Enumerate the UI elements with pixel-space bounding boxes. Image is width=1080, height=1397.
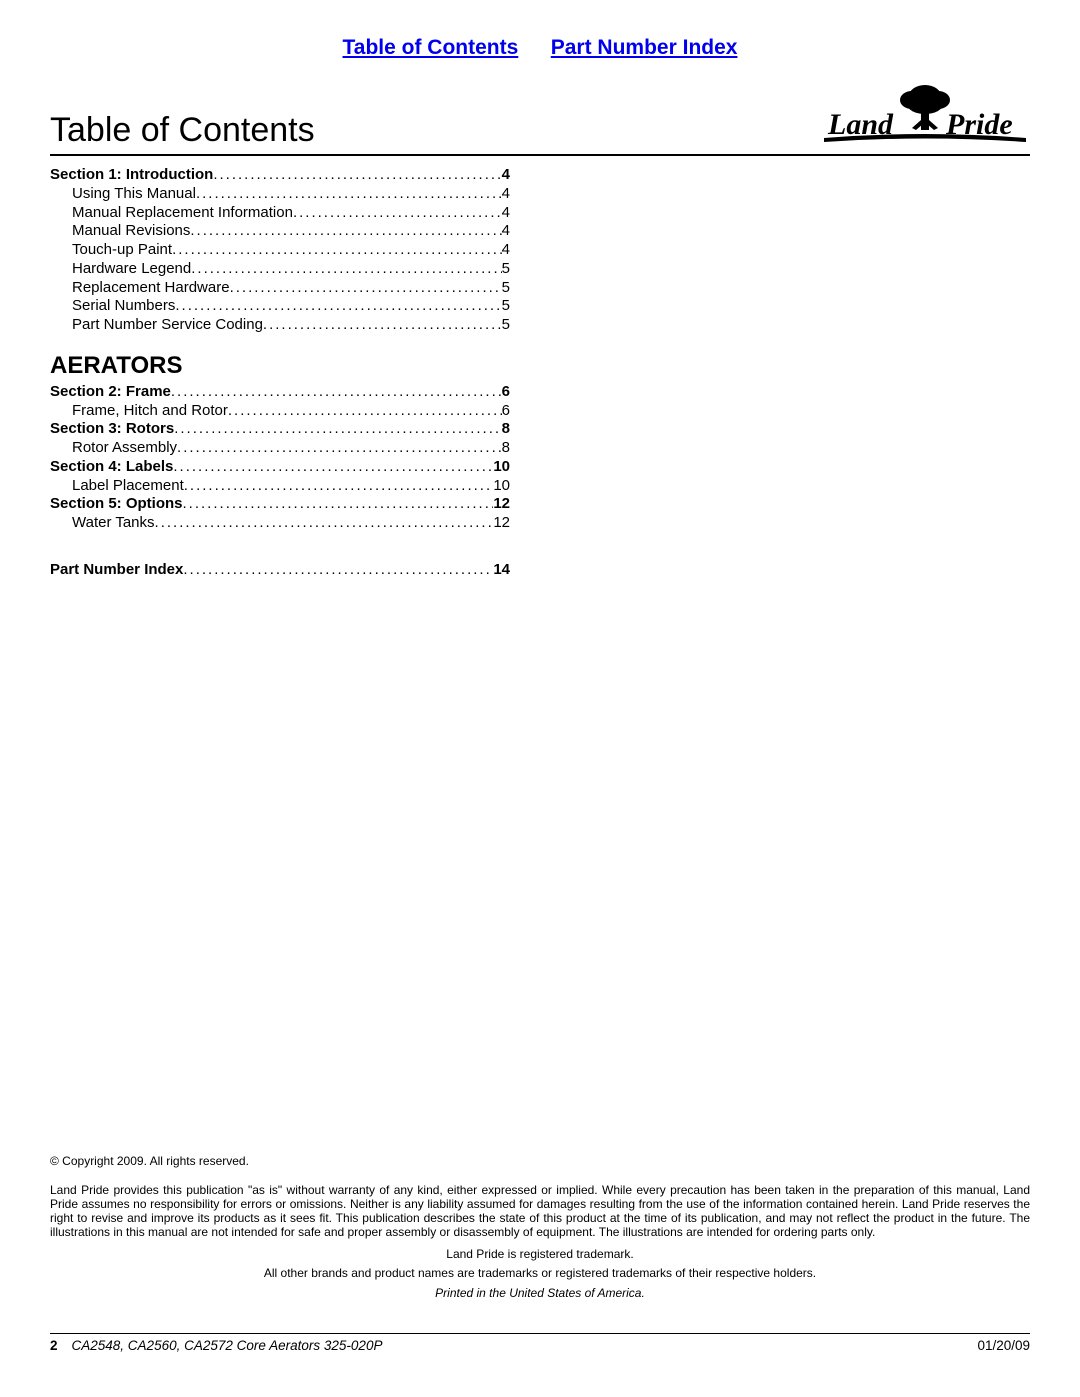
toc-entry-page: 4 [502, 166, 510, 185]
toc-section-heading[interactable]: Part Number Index 14 [50, 561, 510, 580]
toc-entry-label: Manual Replacement Information [72, 204, 293, 223]
toc-entry-label: Frame, Hitch and Rotor [72, 402, 228, 421]
toc-entry-page: 4 [502, 204, 510, 223]
toc-leader-dots [228, 402, 502, 421]
toc-entry-page: 6 [502, 402, 510, 421]
toc-entry[interactable]: Touch-up Paint 4 [50, 241, 510, 260]
top-nav: Table of Contents Part Number Index [50, 36, 1030, 60]
legal-block: © Copyright 2009. All rights reserved. L… [50, 1155, 1030, 1301]
landpride-logo: Land Pride [820, 80, 1030, 150]
toc-entry[interactable]: Serial Numbers 5 [50, 297, 510, 316]
trademark-text-1: Land Pride is registered trademark. [50, 1248, 1030, 1262]
toc-entry-label: Serial Numbers [72, 297, 175, 316]
toc-entry-page: 10 [493, 477, 510, 496]
toc-leader-dots [190, 222, 501, 241]
footer-doc-title: CA2548, CA2560, CA2572 Core Aerators 325… [72, 1338, 383, 1353]
toc-entry-label: Part Number Index [50, 561, 183, 580]
toc-entry-label: Manual Revisions [72, 222, 190, 241]
toc-section-heading[interactable]: Section 3: Rotors 8 [50, 420, 510, 439]
toc-leader-dots [213, 166, 501, 185]
category-heading: AERATORS [50, 351, 510, 381]
trademark-text-2: All other brands and product names are t… [50, 1267, 1030, 1281]
toc-entry-page: 4 [502, 185, 510, 204]
toc-leader-dots [230, 279, 502, 298]
printed-text: Printed in the United States of America. [50, 1287, 1030, 1301]
svg-text:Pride: Pride [945, 108, 1013, 141]
toc-entry[interactable]: Rotor Assembly 8 [50, 439, 510, 458]
toc-leader-dots [183, 495, 494, 514]
toc-section-heading[interactable]: Section 2: Frame 6 [50, 383, 510, 402]
toc-entry-page: 5 [502, 279, 510, 298]
page-title: Table of Contents [50, 111, 315, 150]
toc-entry-page: 6 [502, 383, 510, 402]
toc-entry[interactable]: Using This Manual 4 [50, 185, 510, 204]
toc-leader-dots [175, 297, 501, 316]
toc-entry-label: Label Placement [72, 477, 184, 496]
toc-entry-page: 8 [502, 439, 510, 458]
toc-entry-page: 5 [502, 260, 510, 279]
toc-entry-label: Water Tanks [72, 514, 155, 533]
title-underline [50, 154, 1030, 156]
pni-link[interactable]: Part Number Index [551, 36, 738, 59]
toc-entry[interactable]: Label Placement 10 [50, 477, 510, 496]
toc-entry-page: 14 [493, 561, 510, 580]
toc-entry-page: 4 [502, 222, 510, 241]
footer-page-number: 2 [50, 1338, 58, 1353]
toc-leader-dots [172, 241, 502, 260]
toc-entry-page: 5 [502, 316, 510, 335]
toc-entry-label: Section 4: Labels [50, 458, 173, 477]
toc-entry-label: Rotor Assembly [72, 439, 177, 458]
toc-spacer [50, 533, 510, 561]
toc-entry-page: 10 [493, 458, 510, 477]
toc-section-heading[interactable]: Section 1: Introduction 4 [50, 166, 510, 185]
toc-leader-dots [183, 561, 493, 580]
toc-entry-label: Section 3: Rotors [50, 420, 174, 439]
toc-leader-dots [196, 185, 502, 204]
toc-entry-page: 4 [502, 241, 510, 260]
footer-date: 01/20/09 [977, 1338, 1030, 1353]
toc-leader-dots [174, 420, 501, 439]
toc-body: Section 1: Introduction4Using This Manua… [50, 166, 510, 580]
toc-entry-label: Touch-up Paint [72, 241, 172, 260]
toc-entry-page: 8 [502, 420, 510, 439]
toc-leader-dots [155, 514, 494, 533]
toc-entry-page: 12 [493, 495, 510, 514]
toc-entry-page: 12 [493, 514, 510, 533]
toc-entry-label: Using This Manual [72, 185, 196, 204]
toc-leader-dots [263, 316, 502, 335]
toc-entry[interactable]: Water Tanks 12 [50, 514, 510, 533]
toc-entry-label: Replacement Hardware [72, 279, 230, 298]
toc-entry[interactable]: Part Number Service Coding 5 [50, 316, 510, 335]
toc-leader-dots [177, 439, 502, 458]
toc-entry-page: 5 [502, 297, 510, 316]
page-footer: 2 CA2548, CA2560, CA2572 Core Aerators 3… [50, 1333, 1030, 1353]
toc-section-heading[interactable]: Section 5: Options 12 [50, 495, 510, 514]
toc-entry-label: Section 1: Introduction [50, 166, 213, 185]
toc-leader-dots [184, 477, 494, 496]
toc-entry[interactable]: Manual Replacement Information 4 [50, 204, 510, 223]
svg-text:Land: Land [827, 108, 894, 141]
toc-section-heading[interactable]: Section 4: Labels 10 [50, 458, 510, 477]
document-page: Table of Contents Part Number Index Tabl… [0, 0, 1080, 1397]
toc-entry[interactable]: Frame, Hitch and Rotor 6 [50, 402, 510, 421]
toc-leader-dots [171, 383, 502, 402]
copyright-text: © Copyright 2009. All rights reserved. [50, 1155, 1030, 1169]
header-row: Table of Contents Land Pride [50, 80, 1030, 150]
toc-entry-label: Part Number Service Coding [72, 316, 263, 335]
toc-entry-label: Hardware Legend [72, 260, 191, 279]
toc-leader-dots [191, 260, 501, 279]
toc-entry-label: Section 5: Options [50, 495, 183, 514]
toc-leader-dots [173, 458, 493, 477]
toc-entry[interactable]: Replacement Hardware 5 [50, 279, 510, 298]
toc-link[interactable]: Table of Contents [343, 36, 519, 59]
toc-entry[interactable]: Hardware Legend 5 [50, 260, 510, 279]
toc-leader-dots [293, 204, 502, 223]
toc-entry-label: Section 2: Frame [50, 383, 171, 402]
toc-entry[interactable]: Manual Revisions 4 [50, 222, 510, 241]
disclaimer-text: Land Pride provides this publication "as… [50, 1184, 1030, 1239]
